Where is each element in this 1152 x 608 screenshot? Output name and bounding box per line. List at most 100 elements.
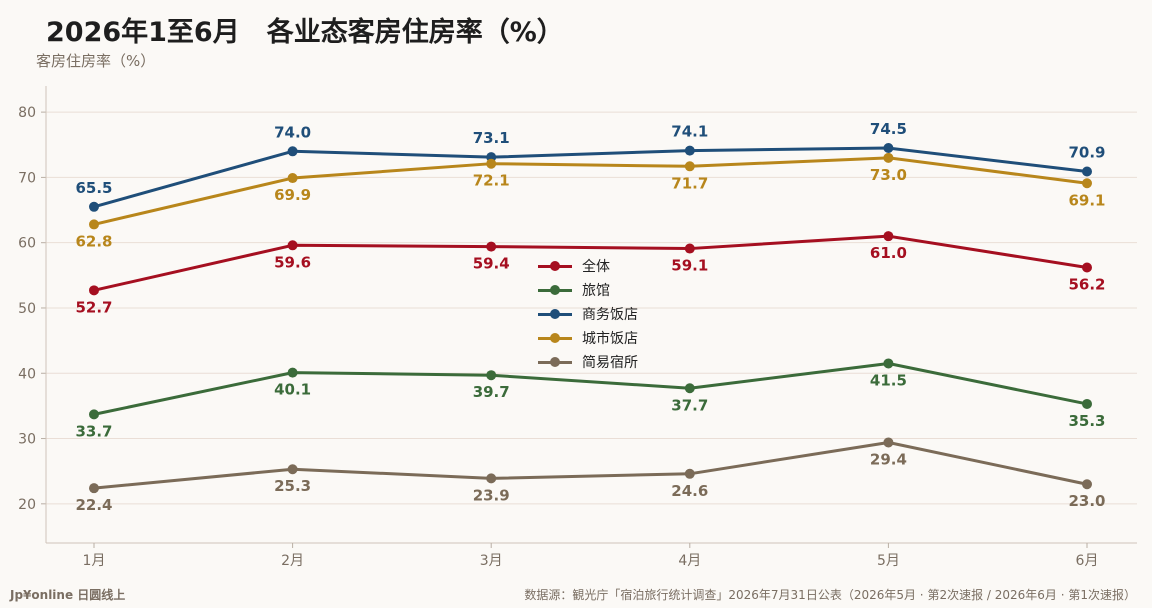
- y-tick-label: 70: [18, 170, 36, 186]
- legend-label: 全体: [582, 259, 610, 275]
- data-point: [1082, 262, 1092, 273]
- chart-title: 2026年1至6月 各业态客房住房率（%）: [46, 17, 564, 48]
- legend-swatch: [538, 307, 572, 321]
- series-line: [92, 234, 1089, 292]
- data-label: 59.1: [671, 257, 708, 275]
- series-line: [92, 361, 1089, 416]
- data-point: [486, 158, 497, 169]
- data-label: 33.7: [75, 422, 112, 440]
- data-labels: 52.7 59.6 59.4 59.1 61.0 56.2 33.7 40.1 39.7 37.7…: [75, 120, 1105, 514]
- data-point: [1082, 166, 1092, 177]
- data-point: [1082, 479, 1092, 490]
- data-label: 62.8: [75, 232, 112, 250]
- data-label: 59.4: [473, 255, 510, 273]
- data-point: [287, 173, 298, 184]
- axes: [41, 86, 1137, 548]
- series-line: [92, 440, 1089, 490]
- data-point: [883, 437, 894, 448]
- tick-labels: 20 30 40 50 60 70 80 1月 2月 3月 4月 5月 6月: [18, 105, 1098, 569]
- data-point: [684, 145, 695, 156]
- legend-swatch: [538, 355, 572, 369]
- data-point: [684, 243, 695, 254]
- data-label: 71.7: [671, 174, 708, 192]
- legend-item: 旅馆: [538, 278, 638, 302]
- data-label: 52.7: [75, 298, 112, 316]
- data-point: [89, 409, 99, 420]
- y-tick-label: 20: [18, 497, 36, 513]
- data-label: 22.4: [75, 496, 112, 514]
- data-point: [287, 367, 298, 378]
- legend-swatch: [538, 283, 572, 297]
- data-label: 23.9: [473, 486, 510, 504]
- data-label: 74.0: [274, 123, 311, 141]
- data-point: [287, 240, 298, 251]
- y-tick-label: 80: [18, 105, 36, 121]
- data-point: [89, 483, 99, 494]
- data-point: [89, 201, 99, 212]
- x-tick-label: 2月: [281, 553, 304, 569]
- data-point: [883, 152, 894, 163]
- data-point: [1082, 178, 1092, 189]
- series-group: [89, 143, 1092, 494]
- series-line: [92, 156, 1089, 226]
- legend-item: 城市饭店: [538, 326, 638, 350]
- x-tick-label: 6月: [1076, 553, 1099, 569]
- data-label: 61.0: [870, 244, 907, 262]
- data-label: 23.0: [1068, 492, 1105, 510]
- data-label: 24.6: [671, 482, 708, 500]
- legend-label: 城市饭店: [582, 331, 638, 347]
- data-label: 74.1: [671, 123, 708, 141]
- y-tick-label: 60: [18, 236, 36, 252]
- data-point: [287, 146, 298, 157]
- data-label: 37.7: [671, 396, 708, 414]
- data-point: [883, 231, 894, 242]
- x-tick-label: 1月: [83, 553, 106, 569]
- data-label: 39.7: [473, 383, 510, 401]
- data-label: 69.1: [1068, 191, 1105, 209]
- data-label: 35.3: [1068, 412, 1105, 430]
- data-point: [486, 241, 497, 252]
- data-point: [684, 161, 695, 172]
- grid-lines: [46, 111, 1137, 505]
- y-tick-label: 30: [18, 432, 36, 448]
- data-point: [486, 370, 497, 381]
- data-label: 59.6: [274, 253, 311, 271]
- y-tick-label: 50: [18, 301, 36, 317]
- legend-item: 全体: [538, 254, 638, 278]
- data-label: 69.9: [274, 186, 311, 204]
- legend-swatch: [538, 331, 572, 345]
- legend-item: 商务饭店: [538, 302, 638, 326]
- data-point: [684, 383, 695, 394]
- data-label: 40.1: [274, 381, 311, 399]
- data-point: [89, 285, 99, 296]
- data-point: [883, 358, 894, 369]
- x-tick-label: 4月: [678, 553, 701, 569]
- data-label: 73.0: [870, 166, 907, 184]
- x-tick-label: 3月: [480, 553, 503, 569]
- brand-logo: Jp¥online 日圆线上: [10, 588, 126, 602]
- legend-label: 旅馆: [582, 283, 610, 299]
- legend: 全体旅馆商务饭店城市饭店简易宿所: [538, 254, 638, 374]
- series-line: [92, 146, 1089, 209]
- data-point: [1082, 398, 1092, 409]
- y-tick-label: 40: [18, 366, 36, 382]
- data-point: [89, 219, 99, 230]
- data-label: 72.1: [473, 172, 510, 190]
- data-label: 74.5: [870, 120, 907, 138]
- legend-swatch: [538, 259, 572, 273]
- y-axis-label: 客房住房率（%）: [36, 52, 156, 70]
- data-label: 70.9: [1068, 144, 1105, 162]
- data-label: 73.1: [473, 129, 510, 147]
- data-point: [287, 464, 298, 475]
- data-label: 25.3: [274, 477, 311, 495]
- legend-label: 商务饭店: [582, 307, 638, 323]
- data-label: 56.2: [1068, 275, 1105, 293]
- data-label: 65.5: [75, 179, 112, 197]
- legend-item: 简易宿所: [538, 350, 638, 374]
- data-point: [486, 473, 497, 484]
- data-label: 29.4: [870, 450, 907, 468]
- x-tick-label: 5月: [877, 553, 900, 569]
- legend-label: 简易宿所: [582, 355, 638, 371]
- data-label: 41.5: [870, 371, 907, 389]
